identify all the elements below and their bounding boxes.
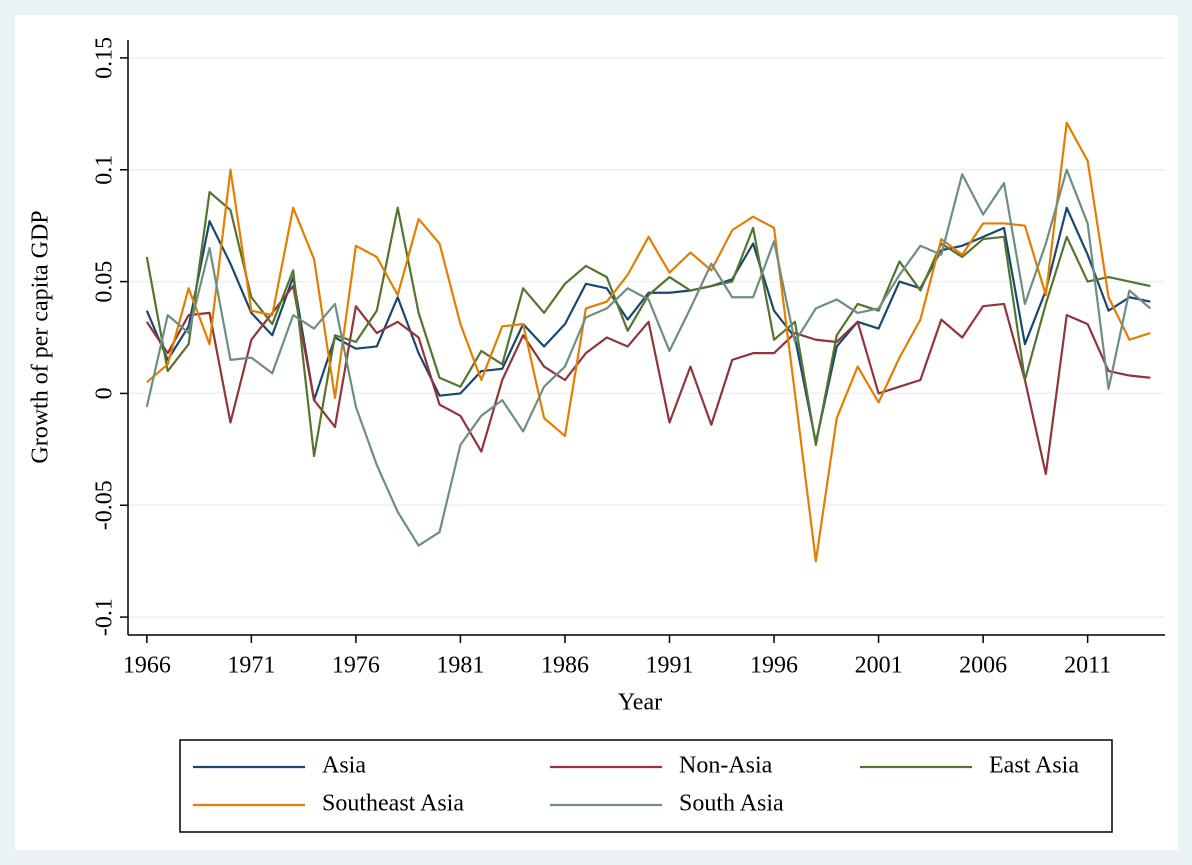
x-tick-label: 1986 bbox=[541, 653, 589, 679]
x-tick-label: 2001 bbox=[855, 653, 903, 679]
y-tick-label: 0.05 bbox=[92, 261, 118, 303]
x-axis-title: Year bbox=[618, 690, 662, 716]
y-tick-label: 0.1 bbox=[92, 155, 118, 185]
y-tick-label: -0.05 bbox=[92, 480, 118, 530]
x-tick-label: 2006 bbox=[959, 653, 1007, 679]
legend-label: South Asia bbox=[679, 791, 784, 817]
x-tick-label: 2011 bbox=[1064, 653, 1111, 679]
legend-label: Southeast Asia bbox=[322, 791, 464, 817]
series-line bbox=[146, 121, 1151, 563]
legend-label: East Asia bbox=[989, 753, 1079, 779]
y-axis-title: Growth of per capita GDP bbox=[28, 210, 54, 463]
legend-label: Asia bbox=[322, 753, 366, 779]
series-line bbox=[145, 191, 1151, 458]
x-tick-label: 1976 bbox=[332, 653, 380, 679]
x-tick-label: 1981 bbox=[436, 653, 484, 679]
series-line bbox=[145, 168, 1152, 547]
x-tick-label: 1966 bbox=[123, 653, 171, 679]
series-line bbox=[145, 284, 1151, 476]
y-tick-label: 0.15 bbox=[92, 37, 118, 79]
y-tick-label: -0.1 bbox=[92, 598, 118, 636]
y-tick-label: 0 bbox=[92, 387, 118, 399]
x-tick-label: 1996 bbox=[750, 653, 798, 679]
plot-background bbox=[15, 15, 1178, 850]
legend-box bbox=[179, 739, 1113, 833]
legend-label: Non-Asia bbox=[679, 753, 773, 779]
x-tick-label: 1971 bbox=[227, 653, 275, 679]
x-tick-label: 1991 bbox=[645, 653, 693, 679]
